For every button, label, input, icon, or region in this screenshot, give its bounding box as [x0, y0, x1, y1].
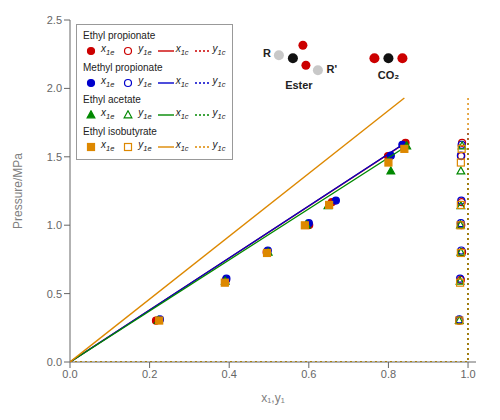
html-text:y1e: y1e: [138, 139, 152, 153]
svg-text:Pressure/MPa: Pressure/MPa: [11, 153, 25, 229]
html-text:Ethyl isobutyrate: Ethyl isobutyrate: [83, 126, 157, 137]
html-text:y1c: y1c: [212, 43, 226, 57]
svg-text:0.0: 0.0: [62, 368, 77, 380]
svg-text:1.0: 1.0: [47, 219, 62, 231]
html-text:x1e: x1e: [101, 43, 115, 57]
html-text:Ethyl acetate: Ethyl acetate: [83, 94, 141, 105]
html-text:x1c: x1c: [175, 43, 189, 57]
html-text:y1e: y1e: [138, 43, 152, 57]
html-text:y1c: y1c: [212, 75, 226, 89]
svg-text:0.4: 0.4: [222, 368, 237, 380]
html-text:x1c: x1c: [175, 139, 189, 153]
svg-text:0.5: 0.5: [47, 288, 62, 300]
html-text:y1c: y1c: [212, 107, 226, 121]
html-text:x1c: x1c: [175, 75, 189, 89]
svg-text:0.2: 0.2: [142, 368, 157, 380]
svg-text:2.0: 2.0: [47, 82, 62, 94]
html-text:x1e: x1e: [101, 107, 115, 121]
html-text:y1e: y1e: [138, 75, 152, 89]
svg-text:x₁,y₁: x₁,y₁: [261, 391, 284, 405]
svg-text:R: R: [263, 47, 271, 59]
html-text:y1e: y1e: [138, 107, 152, 121]
html-text:Methyl propionate: Methyl propionate: [83, 62, 163, 73]
svg-text:0.0: 0.0: [47, 356, 62, 368]
svg-text:0.6: 0.6: [301, 368, 316, 380]
svg-text:1.0: 1.0: [460, 368, 475, 380]
html-text:Ethyl propionate: Ethyl propionate: [83, 30, 156, 41]
svg-text:1.5: 1.5: [47, 151, 62, 163]
html-text:x1e: x1e: [101, 139, 115, 153]
svg-text:2.5: 2.5: [47, 14, 62, 26]
html-text:y1c: y1c: [212, 139, 226, 153]
svg-text:R': R': [327, 63, 338, 75]
svg-text:0.8: 0.8: [381, 368, 396, 380]
svg-text:Ester: Ester: [285, 79, 313, 91]
html-text:x1e: x1e: [101, 75, 115, 89]
html-text:x1c: x1c: [175, 107, 189, 121]
svg-text:CO₂: CO₂: [378, 69, 400, 81]
